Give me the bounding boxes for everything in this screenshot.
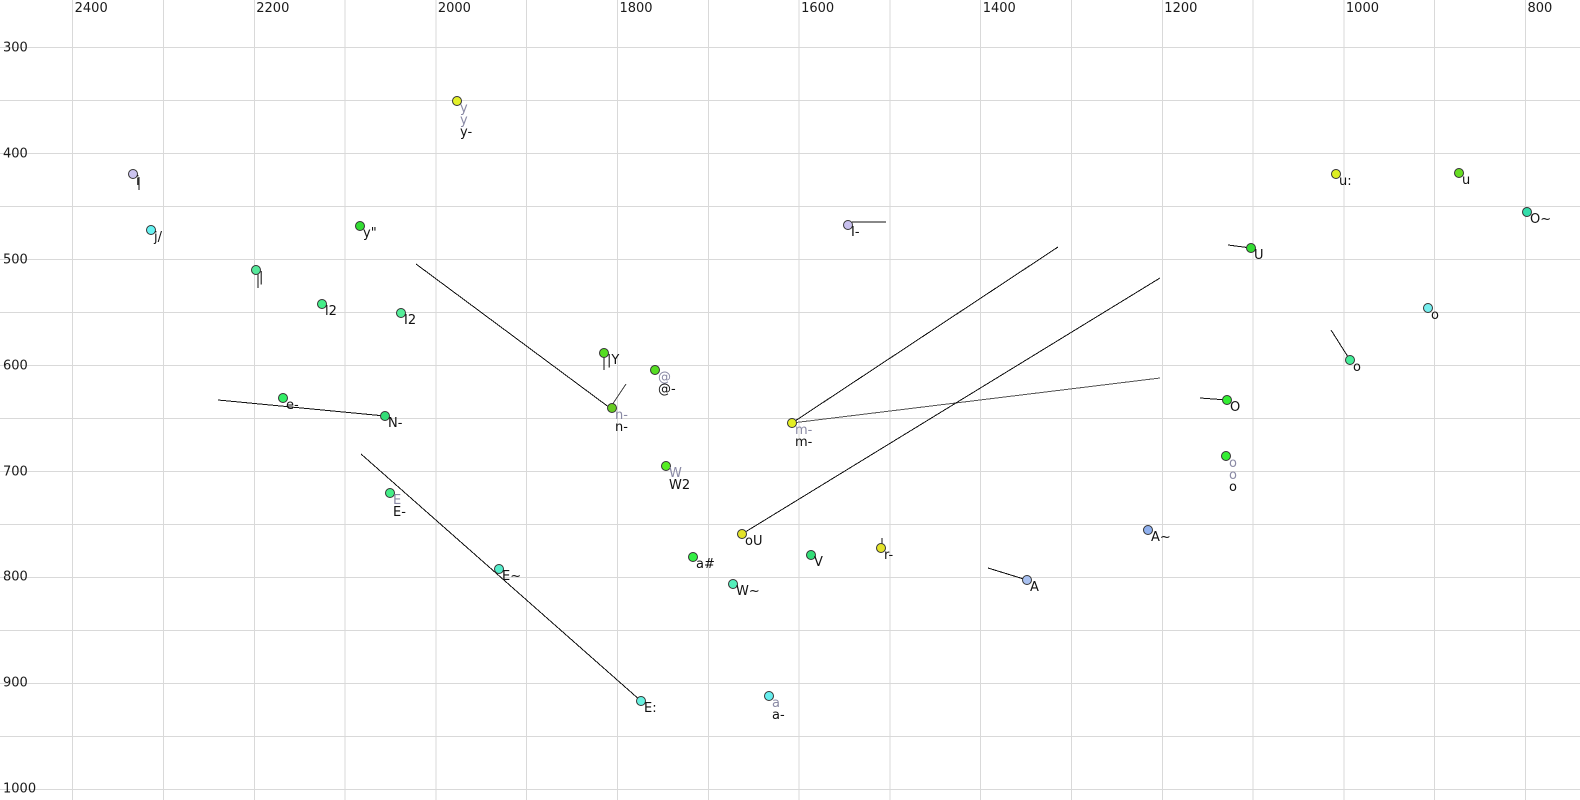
seg-U-left (1227, 244, 1252, 249)
seg-m-up2 (791, 377, 1161, 424)
seg-A-diag (987, 567, 1028, 581)
seg-E-long (360, 453, 642, 702)
seg-nw-down (415, 263, 611, 409)
seg-n-tick (609, 383, 627, 409)
seg-e-left (217, 399, 386, 417)
seg-oU-up (741, 277, 1161, 535)
seg-O-left (1199, 397, 1228, 401)
seg-o-diag (1330, 329, 1351, 361)
seg-m-up1 (791, 246, 1059, 424)
